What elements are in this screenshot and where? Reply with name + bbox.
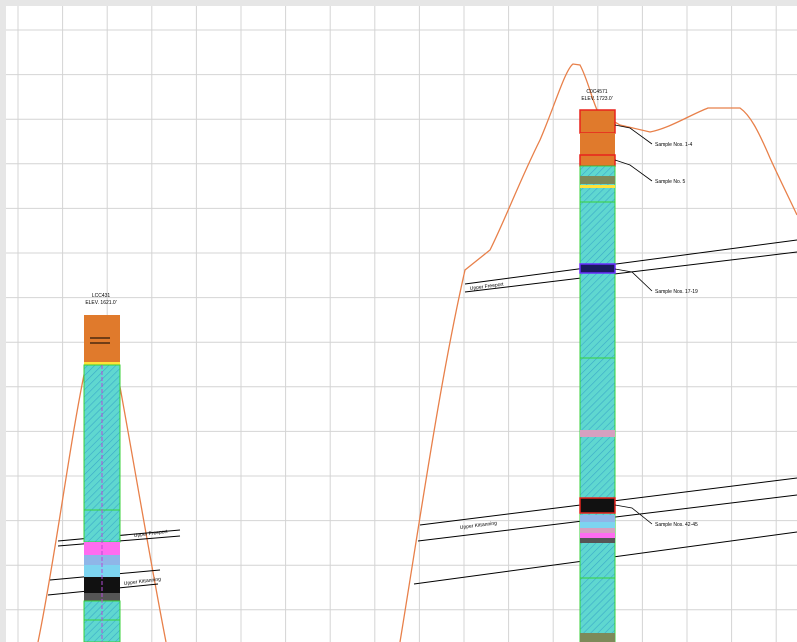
sample-leaders [614,124,653,525]
sample-label: Sample Nos. 1-4 [655,142,692,148]
borehole-column [83,315,121,642]
sample-label: Sample No. 5 [655,179,686,185]
borehole-id: LCC431 [92,293,111,299]
sample-label: Sample Nos. 17-19 [655,289,698,295]
borehole-elevation: ELEV. 1723.0' [581,96,612,102]
borehole-id: C0C4571 [586,89,607,95]
borehole-column [579,109,616,642]
horizon-label: Upper Freeport [134,529,169,539]
ground-profile [399,63,797,642]
borehole-elevation: ELEV. 1621.0' [85,300,116,306]
horizon-label: Upper Kittanning [124,576,162,587]
sample-label: Sample Nos. 42-45 [655,522,698,528]
horizon-label: Upper Kittanning [460,520,498,531]
horizon-label: Upper Freeport [469,282,504,292]
canvas [6,6,797,642]
